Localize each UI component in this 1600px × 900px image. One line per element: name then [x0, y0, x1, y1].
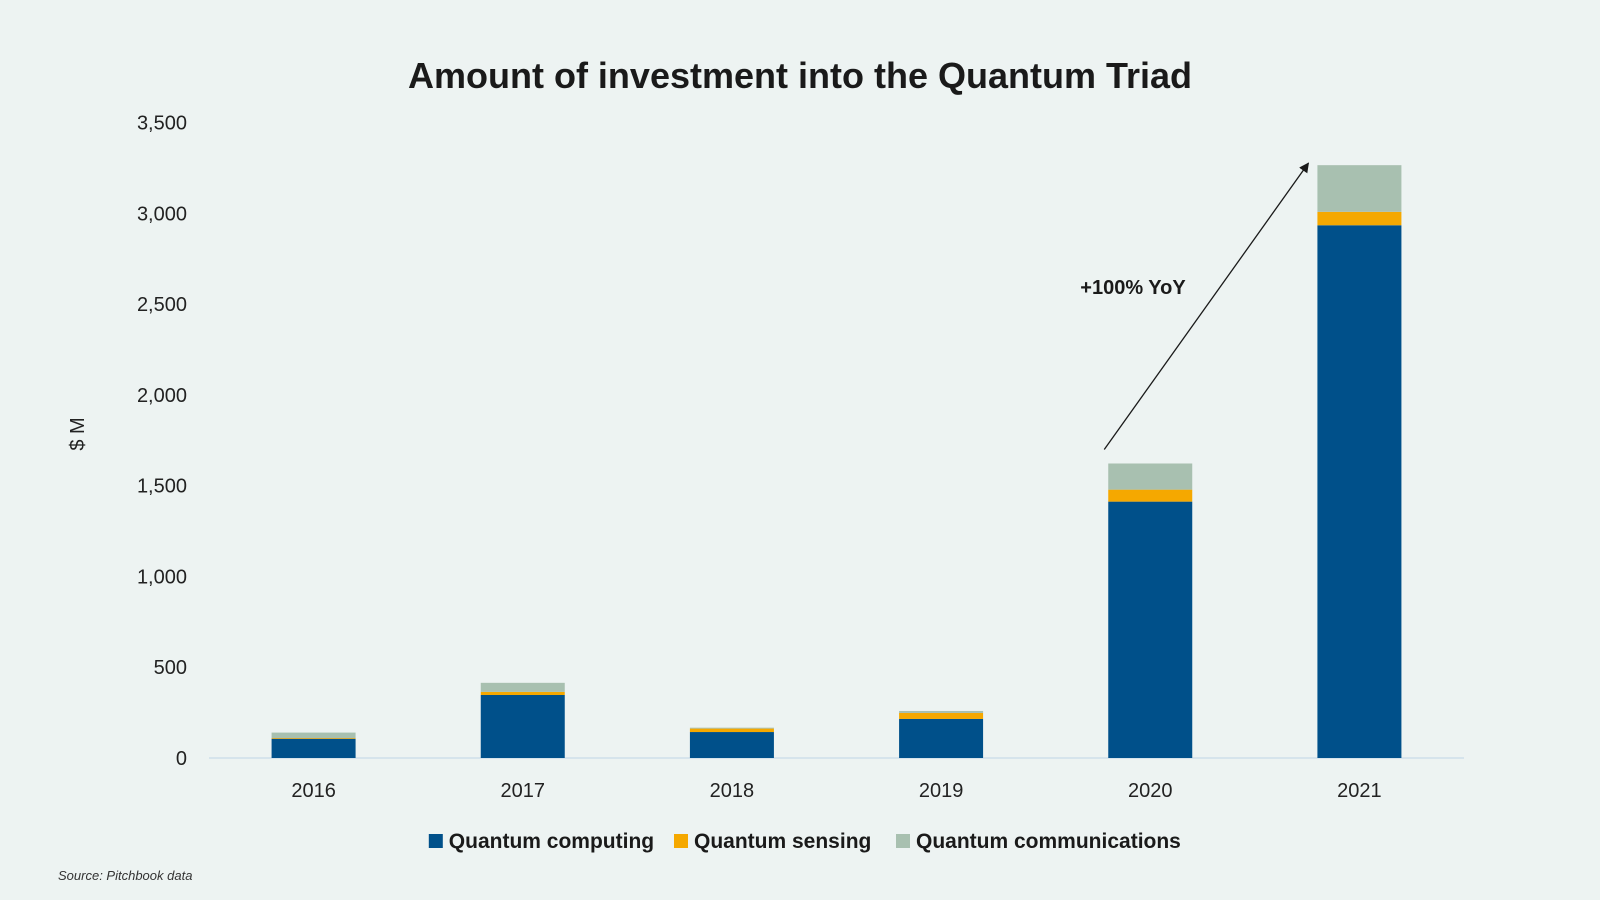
bar-quantum-sensing-2021 — [1317, 211, 1402, 226]
bar-quantum-computing-2021 — [1317, 225, 1402, 759]
bar-quantum-communications-2018 — [689, 727, 774, 729]
y-tick-label: 2,500 — [137, 294, 187, 316]
y-tick-label: 2,000 — [137, 385, 187, 407]
legend-item: Quantum computing — [428, 830, 654, 853]
growth-annotation: +100% YoY — [1080, 277, 1186, 299]
bar-quantum-communications-2017 — [480, 682, 565, 692]
chart-title: Amount of investment into the Quantum Tr… — [408, 55, 1192, 96]
y-tick-label: 500 — [154, 657, 187, 679]
x-tick-label: 2017 — [501, 780, 546, 802]
bar-quantum-sensing-2018 — [689, 728, 774, 733]
bar-quantum-sensing-2020 — [1108, 489, 1193, 502]
x-tick-label: 2020 — [1128, 780, 1173, 802]
y-tick-label: 1,000 — [137, 566, 187, 588]
bar-quantum-communications-2021 — [1317, 165, 1402, 212]
bar-quantum-computing-2017 — [480, 694, 565, 758]
legend-item: Quantum communications — [896, 830, 1181, 853]
legend-swatch — [674, 834, 688, 848]
bar-quantum-communications-2020 — [1108, 463, 1193, 490]
legend-item: Quantum sensing — [674, 830, 871, 853]
legend-swatch — [896, 834, 910, 848]
x-tick-label: 2019 — [919, 780, 964, 802]
legend-label: Quantum computing — [449, 830, 654, 853]
y-tick-label: 3,500 — [137, 113, 187, 135]
source-note: Source: Pitchbook data — [58, 868, 192, 883]
bar-quantum-communications-2016 — [271, 732, 356, 739]
bar-quantum-sensing-2017 — [480, 691, 565, 695]
x-tick-label: 2016 — [291, 780, 336, 802]
growth-arrow — [1103, 162, 1309, 450]
bar-quantum-sensing-2019 — [899, 712, 984, 719]
y-axis-label: $ M — [67, 417, 89, 450]
x-tick-label: 2021 — [1337, 780, 1382, 802]
legend-swatch — [428, 834, 443, 848]
y-tick-label: 3,000 — [137, 203, 187, 225]
y-tick-label: 0 — [176, 748, 187, 770]
bar-quantum-computing-2016 — [271, 738, 356, 758]
legend-label: Quantum sensing — [694, 830, 871, 853]
bar-quantum-sensing-2016 — [271, 738, 356, 739]
bar-quantum-computing-2018 — [689, 732, 774, 758]
bar-quantum-computing-2020 — [1108, 501, 1193, 758]
legend-label: Quantum communications — [916, 830, 1181, 853]
bar-quantum-computing-2019 — [899, 718, 984, 758]
y-tick-label: 1,500 — [137, 476, 187, 498]
x-tick-label: 2018 — [710, 780, 755, 802]
bar-quantum-communications-2019 — [899, 710, 984, 713]
